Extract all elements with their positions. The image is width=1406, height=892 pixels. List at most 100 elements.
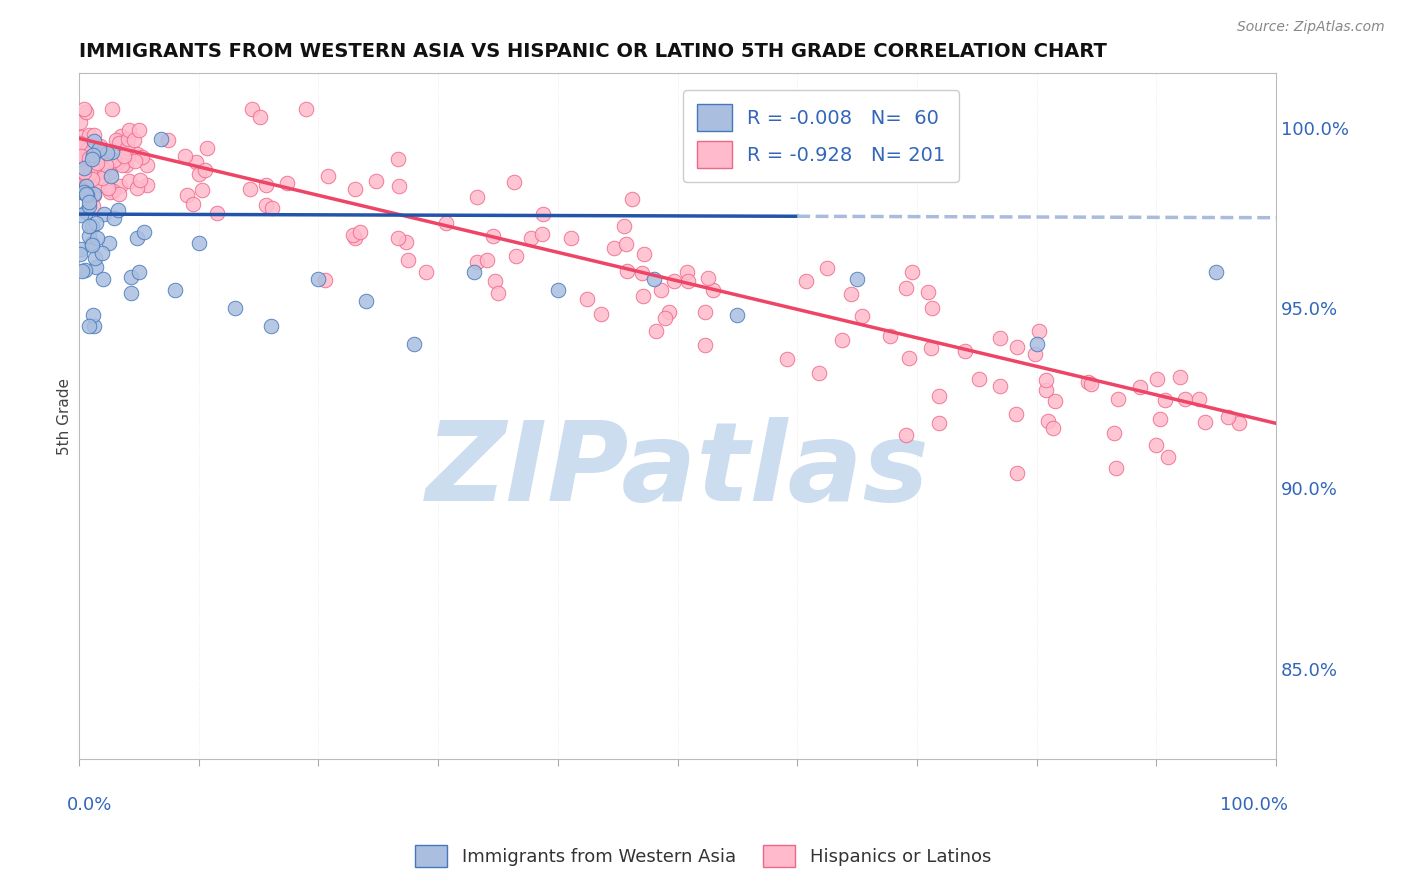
Text: Source: ZipAtlas.com: Source: ZipAtlas.com bbox=[1237, 20, 1385, 34]
Point bbox=[107, 136, 129, 150]
Point bbox=[77, 219, 100, 234]
Point bbox=[107, 186, 129, 201]
Point bbox=[1146, 372, 1168, 386]
Point bbox=[465, 254, 488, 268]
Point bbox=[83, 318, 105, 333]
Point bbox=[1005, 340, 1028, 354]
Point bbox=[1144, 437, 1167, 451]
Point bbox=[187, 235, 209, 250]
Point bbox=[658, 304, 681, 318]
Point bbox=[186, 155, 208, 169]
Point bbox=[90, 170, 112, 185]
Point bbox=[97, 181, 120, 195]
Point bbox=[117, 141, 139, 155]
Point bbox=[1227, 416, 1250, 430]
Point bbox=[388, 179, 411, 194]
Point bbox=[775, 351, 797, 366]
Point bbox=[86, 160, 108, 174]
Point bbox=[575, 293, 598, 307]
Point bbox=[676, 274, 699, 288]
Point bbox=[616, 264, 638, 278]
Point bbox=[84, 216, 107, 230]
Point bbox=[191, 183, 214, 197]
Point bbox=[314, 272, 336, 286]
Point bbox=[118, 123, 141, 137]
Point bbox=[76, 144, 98, 158]
Point bbox=[988, 331, 1011, 345]
Point bbox=[90, 156, 112, 170]
Point bbox=[69, 136, 91, 150]
Point bbox=[75, 105, 97, 120]
Point bbox=[1205, 265, 1227, 279]
Point bbox=[110, 128, 132, 143]
Point bbox=[72, 146, 94, 161]
Point bbox=[1028, 324, 1050, 338]
Point bbox=[83, 187, 105, 202]
Point bbox=[75, 179, 97, 194]
Point bbox=[84, 260, 107, 274]
Point bbox=[122, 133, 145, 147]
Point bbox=[1157, 450, 1180, 464]
Point bbox=[1168, 370, 1191, 384]
Point bbox=[94, 154, 117, 169]
Point bbox=[80, 236, 103, 251]
Point bbox=[1218, 409, 1240, 424]
Point bbox=[794, 274, 817, 288]
Point bbox=[1036, 414, 1059, 428]
Point bbox=[73, 185, 96, 199]
Point bbox=[83, 128, 105, 143]
Point bbox=[75, 146, 97, 161]
Point bbox=[80, 219, 103, 233]
Point bbox=[75, 169, 97, 183]
Point bbox=[366, 174, 388, 188]
Point bbox=[831, 334, 853, 348]
Point bbox=[103, 211, 125, 226]
Point bbox=[260, 201, 283, 215]
Point bbox=[465, 190, 488, 204]
Point bbox=[75, 205, 97, 219]
Point bbox=[82, 168, 104, 182]
Point bbox=[308, 272, 330, 286]
Point bbox=[91, 271, 114, 285]
Point bbox=[101, 103, 124, 117]
Point bbox=[100, 145, 122, 159]
Point bbox=[702, 283, 724, 297]
Point bbox=[249, 110, 271, 124]
Point bbox=[108, 136, 131, 150]
Point bbox=[82, 199, 104, 213]
Point bbox=[344, 182, 367, 196]
Point bbox=[342, 228, 364, 243]
Point bbox=[613, 219, 636, 233]
Point bbox=[254, 198, 277, 212]
Point bbox=[87, 143, 110, 157]
Point bbox=[1042, 421, 1064, 435]
Point bbox=[1188, 392, 1211, 407]
Point bbox=[86, 150, 108, 164]
Point bbox=[87, 142, 110, 156]
Point bbox=[131, 150, 153, 164]
Point bbox=[128, 123, 150, 137]
Point bbox=[86, 156, 108, 170]
Point bbox=[205, 206, 228, 220]
Point bbox=[356, 293, 378, 308]
Point bbox=[118, 174, 141, 188]
Point bbox=[114, 158, 136, 172]
Point bbox=[120, 286, 142, 301]
Point bbox=[89, 178, 111, 193]
Point bbox=[98, 164, 121, 178]
Point bbox=[72, 167, 94, 181]
Point bbox=[415, 265, 437, 279]
Point bbox=[76, 188, 98, 202]
Point bbox=[387, 152, 409, 166]
Point bbox=[69, 208, 91, 222]
Point bbox=[176, 188, 198, 202]
Point bbox=[463, 265, 485, 279]
Point bbox=[100, 169, 122, 184]
Text: ZIPatlas: ZIPatlas bbox=[426, 417, 929, 524]
Y-axis label: 5th Grade: 5th Grade bbox=[58, 377, 72, 455]
Point bbox=[1043, 393, 1066, 408]
Point bbox=[654, 311, 676, 326]
Point bbox=[520, 230, 543, 244]
Point bbox=[72, 169, 94, 183]
Point bbox=[815, 261, 838, 276]
